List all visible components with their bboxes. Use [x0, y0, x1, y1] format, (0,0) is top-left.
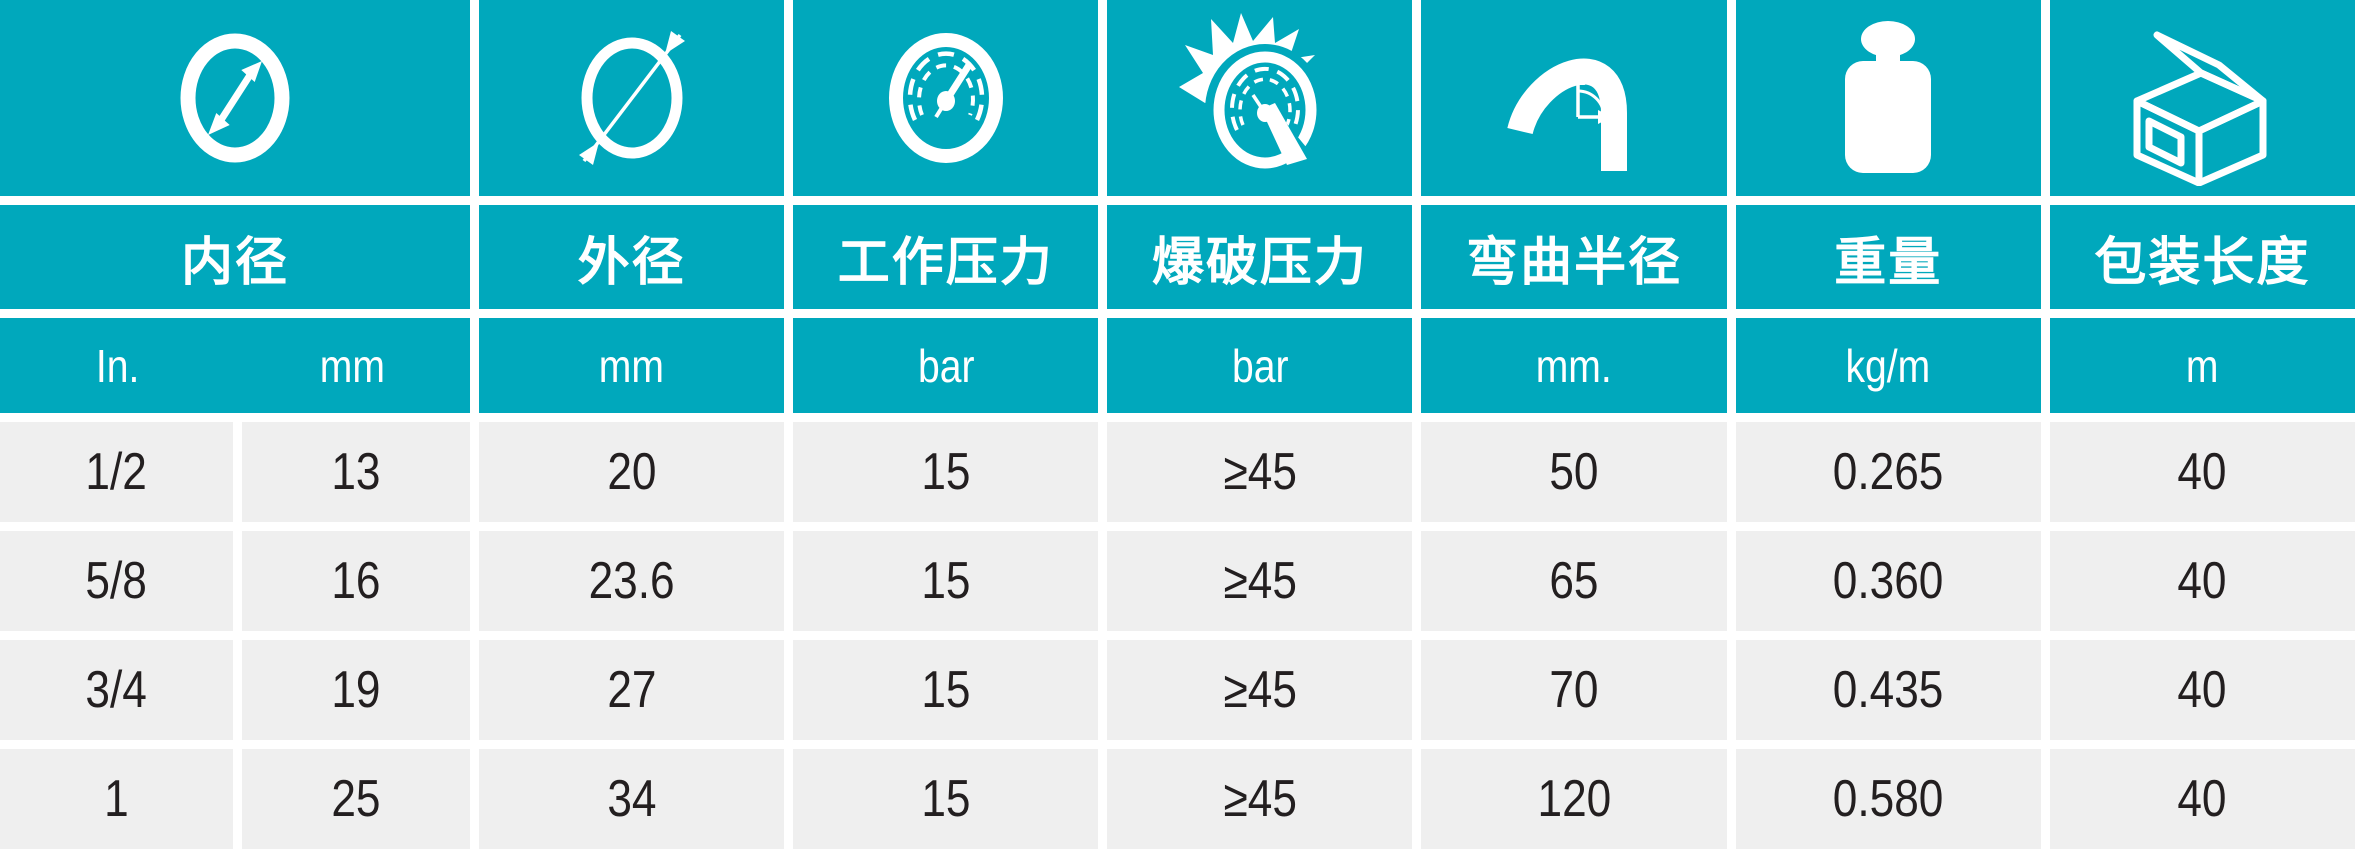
data-cell: 0.265 [1735, 422, 2041, 522]
unit-label: mm. [1536, 339, 1613, 392]
unit-label: kg/m [1845, 339, 1931, 392]
data-cell: 19 [242, 640, 470, 740]
data-cell: 65 [1421, 531, 1727, 631]
data-cell: 15 [793, 531, 1099, 631]
column-header: 外径 [479, 205, 785, 309]
unit-cell: kg/m [1735, 318, 2041, 413]
working-pressure-gauge-icon [793, 0, 1099, 196]
data-cell: 15 [793, 422, 1099, 522]
data-cell: 120 [1421, 749, 1727, 849]
unit-cell-inner-diameter: In. mm [0, 318, 470, 413]
unit-cell: mm. [1421, 318, 1727, 413]
unit-cell: mm [479, 318, 785, 413]
data-cell: 40 [2049, 422, 2355, 522]
inner-diameter-icon [0, 0, 470, 196]
data-cell: ≥45 [1107, 749, 1413, 849]
data-cell: 50 [1421, 422, 1727, 522]
data-cell: 5/8 [0, 531, 233, 631]
burst-pressure-icon [1107, 0, 1413, 196]
unit-cell: bar [1107, 318, 1413, 413]
data-cell: 0.435 [1735, 640, 2041, 740]
data-cell: ≥45 [1107, 531, 1413, 631]
data-cell: 15 [793, 749, 1099, 849]
data-cell: 40 [2049, 640, 2355, 740]
data-cell: ≥45 [1107, 640, 1413, 740]
data-cell: 15 [793, 640, 1099, 740]
unit-label: In. [95, 339, 140, 392]
unit-label: mm [598, 339, 665, 392]
package-length-icon [2049, 0, 2355, 196]
data-cell: 0.360 [1735, 531, 2041, 631]
data-cell: 3/4 [0, 640, 233, 740]
data-cell: 40 [2049, 749, 2355, 849]
data-cell: 25 [242, 749, 470, 849]
unit-cell: m [2049, 318, 2355, 413]
data-cell: 70 [1421, 640, 1727, 740]
column-header: 弯曲半径 [1421, 205, 1727, 309]
data-cell: 1/2 [0, 422, 233, 522]
column-header: 包装长度 [2049, 205, 2355, 309]
unit-label: m [2186, 339, 2219, 392]
column-header: 爆破压力 [1107, 205, 1413, 309]
data-cell: 34 [479, 749, 785, 849]
data-cell: 40 [2049, 531, 2355, 631]
data-cell: 0.580 [1735, 749, 2041, 849]
data-cell: 16 [242, 531, 470, 631]
column-header: 内径 [0, 205, 470, 309]
data-cell: ≥45 [1107, 422, 1413, 522]
weight-icon [1735, 0, 2041, 196]
column-header: 重量 [1735, 205, 2041, 309]
unit-label: mm [319, 339, 386, 392]
bend-radius-icon [1421, 0, 1727, 196]
unit-label: bar [1231, 339, 1289, 392]
unit-cell: bar [793, 318, 1099, 413]
column-header: 工作压力 [793, 205, 1099, 309]
data-cell: 1 [0, 749, 233, 849]
data-cell: 20 [479, 422, 785, 522]
data-cell: 27 [479, 640, 785, 740]
data-cell: 23.6 [479, 531, 785, 631]
data-cell: 13 [242, 422, 470, 522]
outer-diameter-icon [479, 0, 785, 196]
unit-label: bar [917, 339, 974, 392]
